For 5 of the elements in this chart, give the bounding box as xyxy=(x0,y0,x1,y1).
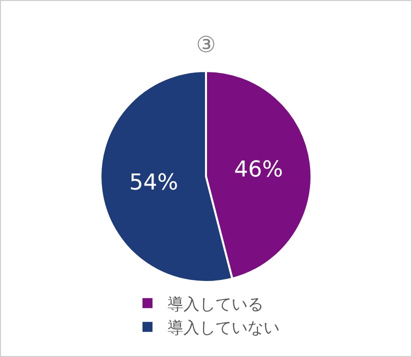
chart-title: ③ xyxy=(196,32,216,58)
legend-label: 導入していない xyxy=(168,318,280,338)
data-label: 46% xyxy=(234,157,283,182)
legend-label: 導入している xyxy=(168,294,264,314)
data-label: 54% xyxy=(129,170,178,196)
